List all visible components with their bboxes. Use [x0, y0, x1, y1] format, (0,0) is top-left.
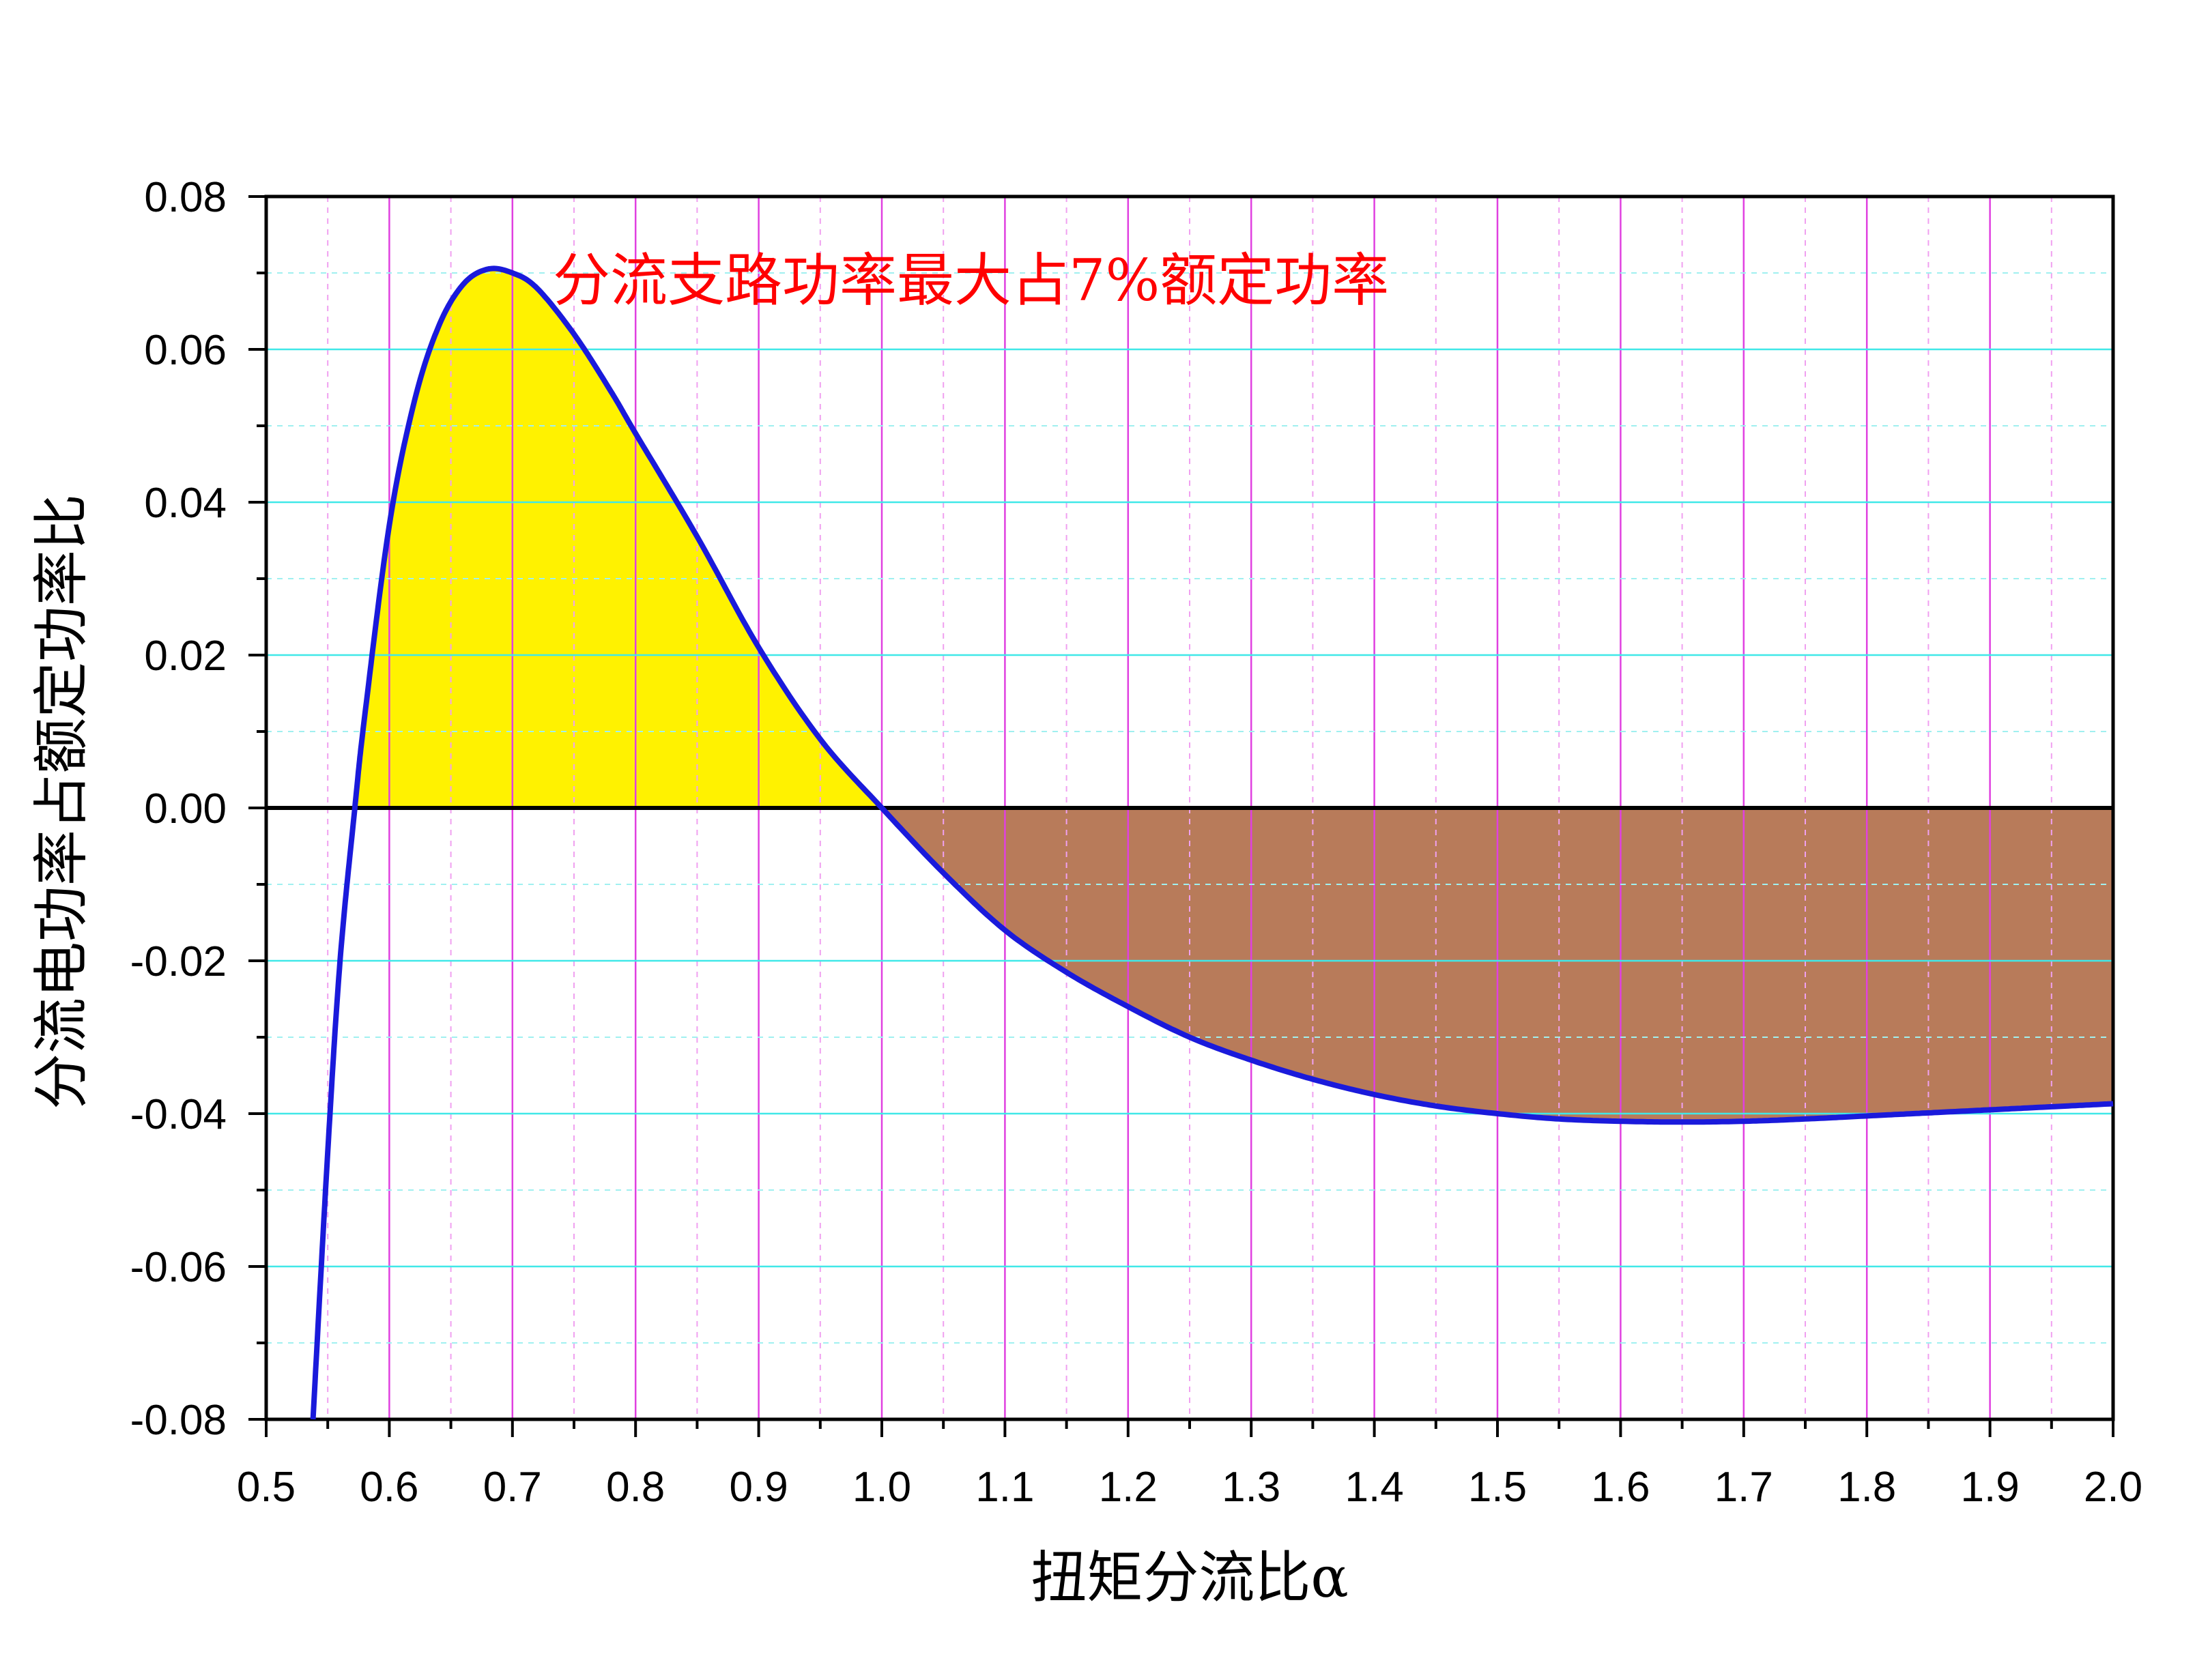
y-tick-label: 0.08	[144, 174, 227, 221]
y-tick-label: -0.04	[130, 1091, 227, 1138]
x-tick-label: 1.8	[1837, 1464, 1896, 1511]
x-tick-labels: 0.5 0.6 0.7 0.8 0.9 1.0 1.1 1.2 1.3 1.4 1.5 1.6 1.7 1…	[237, 1464, 2142, 1511]
y-tick-label: -0.08	[130, 1397, 227, 1444]
x-tick-label: 1.7	[1715, 1464, 1773, 1511]
y-tick-label: 0.04	[144, 480, 227, 527]
y-tick-labels: 0.08 0.06 0.04 0.02 0.00 -0.02 -0.04 -0.06 -0.08	[130, 174, 227, 1444]
x-tick-label: 2.0	[2084, 1464, 2142, 1511]
x-axis-title: 扭矩分流比α	[1031, 1546, 1348, 1610]
y-tick-label: -0.06	[130, 1244, 227, 1291]
x-tick-label: 1.0	[852, 1464, 911, 1511]
x-tick-label: 1.6	[1591, 1464, 1650, 1511]
x-tick-label: 1.1	[975, 1464, 1034, 1511]
x-tick-label: 1.5	[1468, 1464, 1527, 1511]
x-tick-label: 0.6	[360, 1464, 418, 1511]
x-tick-label: 0.5	[237, 1464, 296, 1511]
power-ratio-curve	[310, 265, 2114, 1420]
x-tick-label: 1.2	[1099, 1464, 1158, 1511]
axis-ticks	[248, 195, 2114, 1437]
x-tick-label: 0.9	[729, 1464, 788, 1511]
fill-areas	[354, 268, 2113, 1123]
y-tick-label: -0.02	[130, 938, 227, 985]
positive-power-area	[354, 268, 882, 808]
x-tick-label: 1.9	[1960, 1464, 2019, 1511]
y-tick-label: 0.06	[144, 327, 227, 374]
x-tick-label: 0.7	[483, 1464, 542, 1511]
x-tick-label: 1.4	[1345, 1464, 1403, 1511]
y-tick-label: 0.00	[144, 785, 227, 832]
y-tick-label: 0.02	[144, 633, 227, 680]
x-tick-label: 1.3	[1222, 1464, 1280, 1511]
x-tick-label: 0.8	[606, 1464, 665, 1511]
max-power-annotation: 分流支路功率最大占7%额定功率	[553, 247, 1389, 314]
y-axis-title: 分流电功率占额定功率比	[29, 494, 94, 1110]
